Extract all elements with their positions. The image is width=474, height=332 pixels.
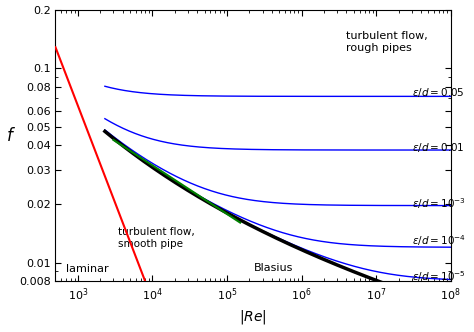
Text: turbulent flow,
smooth pipe: turbulent flow, smooth pipe xyxy=(118,227,195,249)
Text: $\varepsilon/d=10^{-3}$: $\varepsilon/d=10^{-3}$ xyxy=(412,197,465,211)
Text: laminar: laminar xyxy=(66,264,109,274)
Text: turbulent flow,
rough pipes: turbulent flow, rough pipes xyxy=(346,31,428,53)
X-axis label: $|Re|$: $|Re|$ xyxy=(239,308,267,326)
Text: $\varepsilon/d=10^{-4}$: $\varepsilon/d=10^{-4}$ xyxy=(412,233,465,248)
Text: $\varepsilon/d=0.05$: $\varepsilon/d=0.05$ xyxy=(412,86,465,99)
Text: Blasius: Blasius xyxy=(254,263,293,273)
Text: $\varepsilon/d=0.01$: $\varepsilon/d=0.01$ xyxy=(412,141,464,154)
Y-axis label: $f$: $f$ xyxy=(6,127,16,145)
Text: $\varepsilon/d=10^{-5}$: $\varepsilon/d=10^{-5}$ xyxy=(412,269,465,284)
